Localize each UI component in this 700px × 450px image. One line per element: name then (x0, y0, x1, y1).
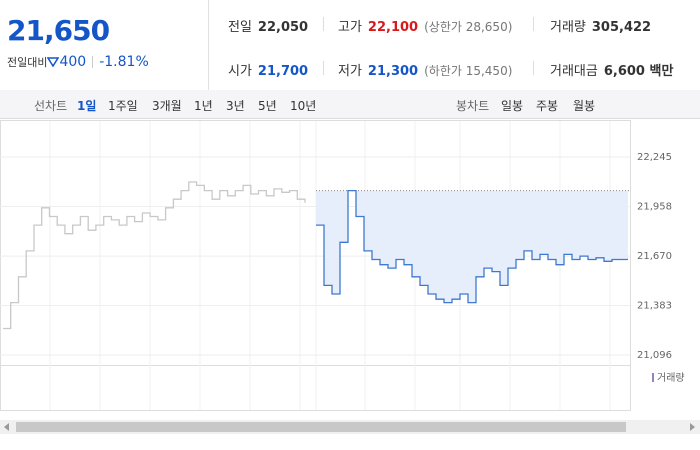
info-cell: 고가 22,100 (상한가 28,650) (338, 16, 512, 35)
volume-legend-swatch (652, 373, 654, 382)
tab[interactable]: 1주일 (108, 99, 138, 113)
tab[interactable]: 월봉 (573, 99, 596, 113)
label: 전일 (228, 20, 252, 35)
volume-label: 거래량 (657, 372, 685, 384)
label: 고가 (338, 20, 362, 35)
tab[interactable]: 일봉 (501, 99, 524, 113)
tab[interactable]: 3개월 (152, 99, 182, 113)
scrollbar-thumb (16, 422, 626, 432)
info-cell: 전일 22,050 (228, 16, 308, 35)
label: 거래량 (550, 20, 586, 35)
tab-group-label: 선차트 (34, 99, 68, 113)
summary-panel: 21,650 전일대비 400 -1.81% 전일 22,050 고가 22,100… (0, 0, 700, 91)
value: 22,100 (367, 20, 419, 35)
info-cell: 시가 21,700 (228, 60, 308, 79)
tab[interactable]: 10년 (290, 99, 317, 113)
scroll-left (4, 423, 9, 431)
value: 6,600 백만 (603, 64, 674, 79)
sub: (상한가 28,650) (424, 20, 513, 34)
change-label: 전일대비 (7, 56, 48, 69)
y-tick-label: 21,383 (637, 301, 672, 312)
tab-group-label: 봉차트 (456, 99, 490, 113)
tab[interactable]: 1일 (77, 99, 97, 113)
tab[interactable]: 5년 (258, 99, 277, 113)
info-cell: 거래대금 6,600 백만 (550, 60, 673, 79)
change-row: 전일대비 400 -1.81% (7, 54, 149, 70)
info-cell: 거래량 305,422 (550, 16, 651, 35)
y-tick-label: 21,958 (637, 201, 672, 212)
value: 21,700 (257, 64, 309, 79)
area-fill (316, 190, 628, 303)
price-box: 21,650 전일대비 400 -1.81% (0, 0, 209, 90)
tab-bar: 선차트 봉차트 1일 1주일 3개월 1년 3년 5년 10년 일봉 주봉 월봉 (0, 90, 700, 119)
scroll-right (690, 423, 695, 431)
value: 21,300 (367, 64, 419, 79)
label: 시가 (228, 64, 252, 79)
price-line (316, 189, 628, 304)
y-tick-label: 22,245 (637, 152, 672, 163)
label: 거래대금 (550, 64, 598, 79)
y-tick-label: 21,096 (637, 350, 672, 361)
tab[interactable]: 3년 (226, 99, 245, 113)
value: 305,422 (591, 20, 652, 35)
tab[interactable]: 1년 (194, 99, 213, 113)
y-tick-label: 21,670 (637, 251, 672, 262)
value: 22,050 (257, 20, 309, 35)
label: 저가 (338, 64, 362, 79)
current-price: 21,650 (7, 14, 110, 47)
change: 400 (59, 54, 87, 70)
info-cell: 저가 21,300 (하한가 15,450) (338, 60, 512, 79)
price-line (3, 181, 306, 330)
tab[interactable]: 주봉 (536, 99, 559, 113)
sub: (하한가 15,450) (424, 64, 513, 78)
change-rate: -1.81% (99, 54, 149, 70)
down-arrow (47, 57, 60, 67)
